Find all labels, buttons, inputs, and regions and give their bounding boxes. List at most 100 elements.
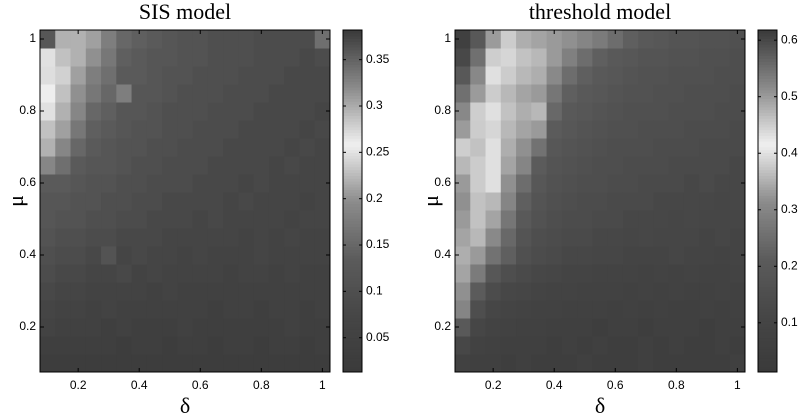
colorbar-slice bbox=[343, 289, 362, 293]
heat-cell bbox=[299, 354, 316, 373]
heat-cell bbox=[238, 300, 255, 319]
colorbar-slice bbox=[758, 44, 777, 48]
colorbar-slice bbox=[343, 161, 362, 165]
heat-cell bbox=[699, 336, 715, 355]
heat-cell bbox=[683, 336, 700, 355]
colorbar-slice bbox=[758, 69, 777, 74]
heat-cell bbox=[101, 66, 117, 85]
heat-cell bbox=[607, 84, 624, 103]
heat-cell bbox=[455, 30, 471, 49]
heat-cell bbox=[223, 246, 239, 265]
heat-cell bbox=[70, 48, 87, 67]
heat-cell bbox=[192, 282, 209, 301]
heat-cell bbox=[40, 318, 56, 337]
colorbar-tick-label: 0.6 bbox=[781, 32, 798, 46]
heat-cell bbox=[70, 174, 87, 193]
heat-cell bbox=[116, 318, 133, 337]
heat-cell bbox=[85, 282, 102, 301]
heatmap-panel bbox=[40, 30, 331, 373]
colorbar-slice bbox=[343, 280, 362, 285]
heat-cell bbox=[592, 246, 609, 265]
colorbar-slice bbox=[758, 158, 777, 162]
heat-cell bbox=[653, 354, 670, 373]
heat-cell bbox=[638, 336, 654, 355]
heat-cell bbox=[131, 30, 148, 49]
colorbar-slice bbox=[343, 277, 362, 282]
heat-cell bbox=[699, 66, 715, 85]
heat-cell bbox=[223, 264, 239, 283]
heat-cell bbox=[55, 138, 72, 157]
heat-cell bbox=[116, 102, 133, 121]
heat-cell bbox=[299, 282, 316, 301]
heat-cell bbox=[638, 300, 654, 319]
heat-cell bbox=[516, 48, 532, 67]
heat-cell bbox=[577, 84, 593, 103]
heat-cell bbox=[40, 174, 56, 193]
colorbar-slice bbox=[343, 269, 362, 273]
heat-cell bbox=[714, 246, 731, 265]
heat-cell bbox=[729, 84, 746, 103]
heat-cell bbox=[455, 84, 471, 103]
colorbar-slice bbox=[343, 300, 362, 305]
heat-cell bbox=[238, 48, 255, 67]
colorbar-slice bbox=[758, 326, 777, 330]
heat-cell bbox=[268, 264, 285, 283]
colorbar-slice bbox=[343, 306, 362, 310]
heat-cell bbox=[470, 300, 487, 319]
x-tick-label: 0.6 bbox=[192, 378, 209, 392]
colorbar-slice bbox=[758, 317, 777, 322]
heat-cell bbox=[607, 66, 624, 85]
x-tick-label: 0.4 bbox=[546, 378, 563, 392]
colorbar-slice bbox=[343, 309, 362, 313]
heat-cell bbox=[561, 282, 578, 301]
heat-cell bbox=[485, 228, 502, 247]
colorbar-slice bbox=[343, 360, 362, 364]
heat-cell bbox=[607, 120, 624, 139]
colorbar-slice bbox=[343, 87, 362, 91]
heat-cell bbox=[268, 156, 285, 175]
heat-cell bbox=[192, 192, 209, 211]
heat-cell bbox=[55, 300, 72, 319]
heat-cell bbox=[592, 336, 609, 355]
heat-cell bbox=[55, 48, 72, 67]
heat-cell bbox=[683, 84, 700, 103]
colorbar-slice bbox=[758, 166, 777, 171]
heat-cell bbox=[714, 102, 731, 121]
heat-cell bbox=[561, 48, 578, 67]
heat-cell bbox=[485, 336, 502, 355]
x-tick-label: 0.8 bbox=[668, 378, 685, 392]
colorbar-slice bbox=[343, 175, 362, 179]
colorbar-tick-label: 0.2 bbox=[781, 258, 798, 272]
heat-cell bbox=[85, 336, 102, 355]
heat-cell bbox=[162, 264, 178, 283]
heat-cell bbox=[531, 210, 548, 229]
heat-cell bbox=[546, 102, 563, 121]
heat-cell bbox=[714, 120, 731, 139]
heat-cell bbox=[85, 192, 102, 211]
heat-cell bbox=[55, 120, 72, 139]
colorbar-slice bbox=[343, 118, 362, 122]
heat-cell bbox=[101, 210, 117, 229]
heat-cell bbox=[314, 48, 331, 67]
heat-cell bbox=[314, 354, 331, 373]
colorbar-slice bbox=[758, 238, 777, 242]
colorbar-slice bbox=[758, 360, 777, 364]
heat-cell bbox=[592, 120, 609, 139]
colorbar-slice bbox=[343, 30, 362, 34]
heat-cell bbox=[683, 300, 700, 319]
colorbar-slice bbox=[758, 81, 777, 85]
colorbar-slice bbox=[343, 47, 362, 51]
heat-cell bbox=[653, 30, 670, 49]
heat-cell bbox=[531, 282, 548, 301]
heat-cell bbox=[729, 30, 746, 49]
heat-cell bbox=[455, 282, 471, 301]
heat-cell bbox=[146, 138, 163, 157]
heat-cell bbox=[546, 48, 563, 67]
heat-cell bbox=[546, 210, 563, 229]
heat-cell bbox=[485, 138, 502, 157]
heat-cell bbox=[131, 102, 148, 121]
heat-cell bbox=[561, 228, 578, 247]
heat-cell bbox=[223, 318, 239, 337]
heat-cell bbox=[101, 156, 117, 175]
heat-cell bbox=[268, 336, 285, 355]
